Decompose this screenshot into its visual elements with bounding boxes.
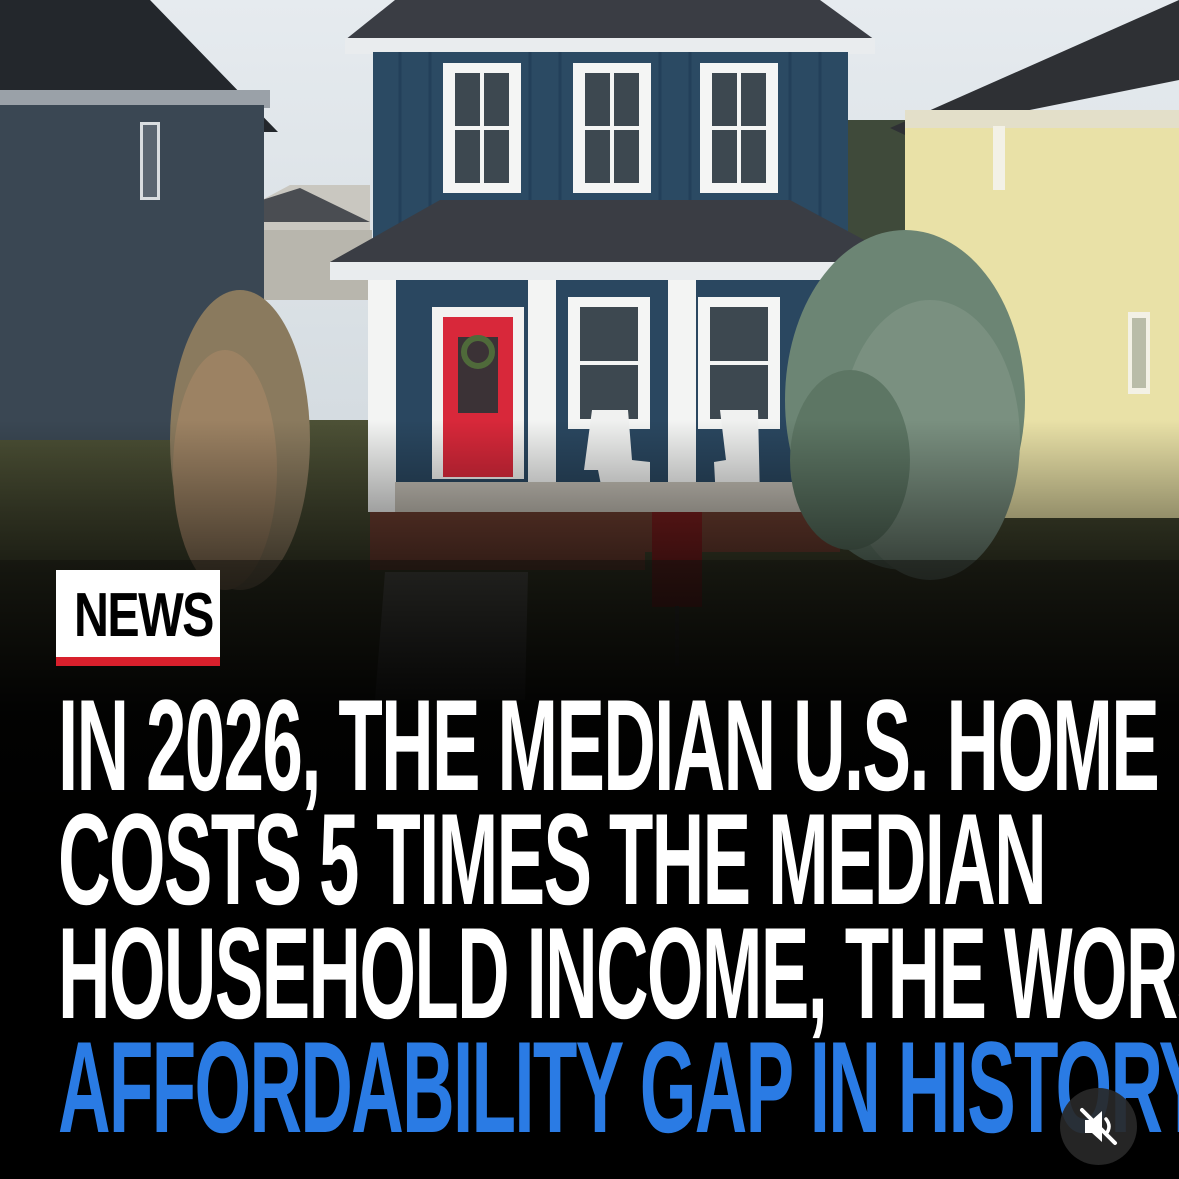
headline-line-2: COSTS 5 TIMES THE MEDIAN <box>58 786 1047 932</box>
headline-line-3: HOUSEHOLD INCOME, THE WORST <box>58 900 1179 1046</box>
speaker-muted-icon <box>1080 1108 1117 1145</box>
news-badge: NEWS <box>56 570 220 666</box>
news-badge-underline <box>56 657 220 666</box>
headline: IN 2026, THE MEDIAN U.S. HOME COSTS 5 TI… <box>58 672 1179 1160</box>
news-badge-label: NEWS <box>74 581 214 650</box>
mute-button[interactable] <box>1060 1088 1137 1165</box>
headline-line-4-highlight: AFFORDABILITY GAP IN HISTORY <box>58 1014 1179 1160</box>
headline-line-1: IN 2026, THE MEDIAN U.S. HOME <box>58 672 1160 818</box>
